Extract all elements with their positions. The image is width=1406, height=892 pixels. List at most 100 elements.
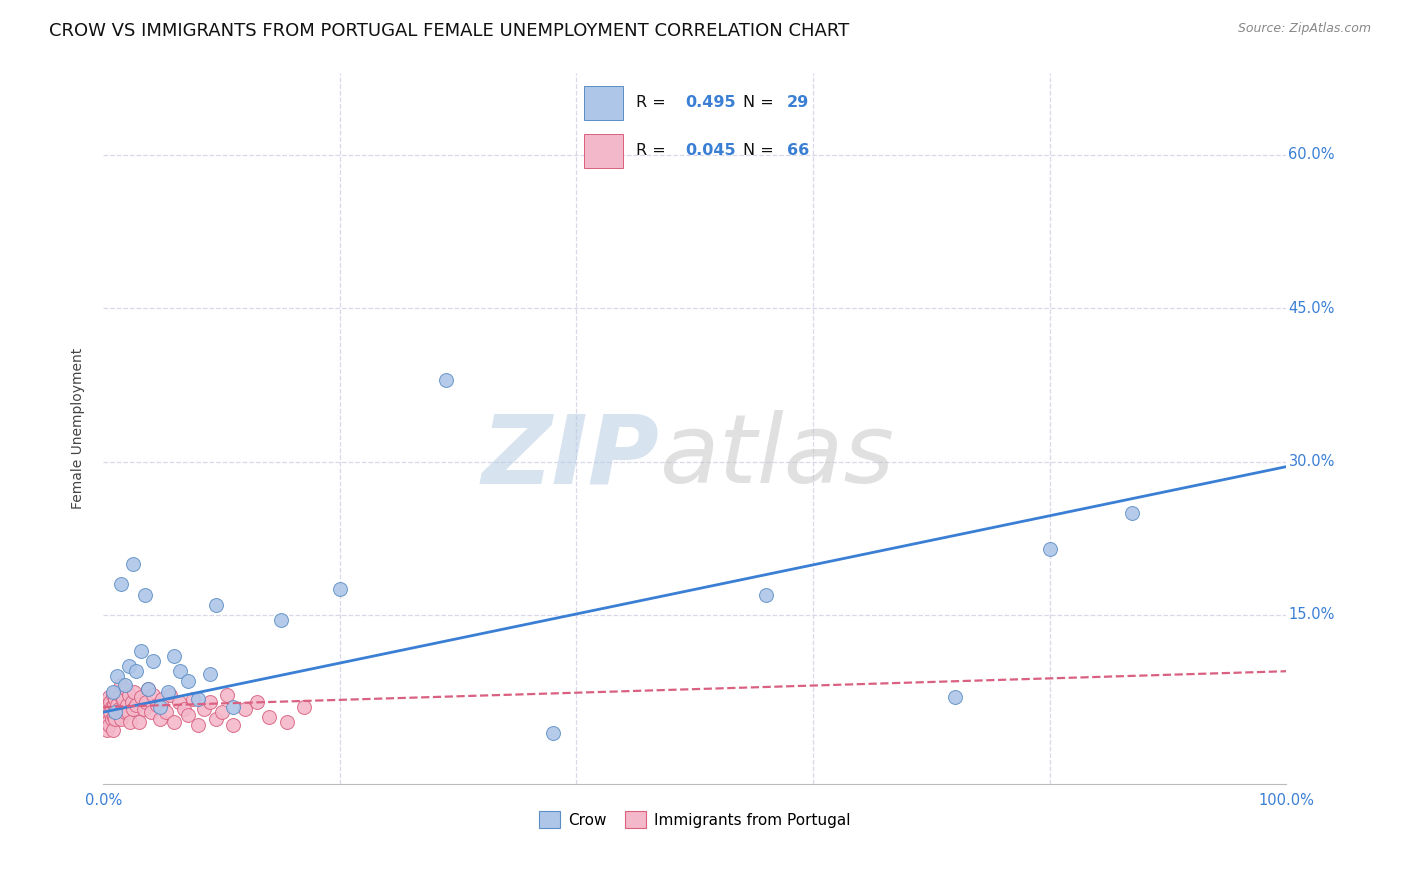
Point bbox=[177, 708, 200, 723]
Point bbox=[204, 712, 226, 726]
Text: 0.045: 0.045 bbox=[686, 144, 737, 158]
Point bbox=[101, 684, 124, 698]
Point bbox=[115, 698, 138, 712]
Text: atlas: atlas bbox=[659, 410, 894, 503]
Point bbox=[117, 705, 139, 719]
Text: N =: N = bbox=[742, 95, 779, 110]
Text: 15.0%: 15.0% bbox=[1288, 607, 1334, 623]
Point bbox=[118, 688, 141, 702]
Point bbox=[118, 659, 141, 673]
Point bbox=[114, 677, 136, 691]
Text: 60.0%: 60.0% bbox=[1288, 147, 1334, 162]
Point bbox=[149, 700, 172, 714]
Point bbox=[108, 688, 131, 702]
Point bbox=[100, 700, 122, 714]
Point bbox=[142, 688, 165, 702]
Text: 0.495: 0.495 bbox=[686, 95, 737, 110]
Point bbox=[100, 695, 122, 709]
Text: 30.0%: 30.0% bbox=[1288, 454, 1334, 469]
Point bbox=[329, 582, 352, 597]
Point bbox=[246, 695, 269, 709]
Point bbox=[222, 718, 245, 732]
Point bbox=[541, 725, 564, 739]
Point bbox=[97, 705, 120, 719]
Point bbox=[943, 690, 966, 704]
Text: 29: 29 bbox=[787, 95, 810, 110]
Point bbox=[222, 700, 245, 714]
Point bbox=[97, 715, 120, 730]
Point bbox=[101, 688, 124, 702]
Text: CROW VS IMMIGRANTS FROM PORTUGAL FEMALE UNEMPLOYMENT CORRELATION CHART: CROW VS IMMIGRANTS FROM PORTUGAL FEMALE … bbox=[49, 22, 849, 40]
Point bbox=[292, 700, 315, 714]
Point bbox=[110, 712, 132, 726]
Point bbox=[173, 702, 195, 716]
Text: N =: N = bbox=[742, 144, 779, 158]
Point bbox=[93, 705, 115, 719]
Point bbox=[1038, 541, 1060, 556]
Text: 45.0%: 45.0% bbox=[1288, 301, 1334, 316]
Point bbox=[136, 681, 159, 696]
Point bbox=[204, 598, 226, 612]
Point bbox=[125, 664, 148, 678]
Point bbox=[163, 648, 186, 663]
Point bbox=[152, 691, 174, 706]
Point bbox=[103, 710, 125, 724]
Point bbox=[434, 373, 457, 387]
Point bbox=[107, 702, 129, 716]
Point bbox=[100, 705, 122, 719]
Point bbox=[136, 681, 159, 696]
Point bbox=[94, 712, 117, 726]
Point bbox=[187, 691, 209, 706]
Point bbox=[159, 688, 181, 702]
Point bbox=[142, 654, 165, 668]
Point bbox=[217, 688, 239, 702]
Point bbox=[122, 684, 145, 698]
FancyBboxPatch shape bbox=[585, 87, 623, 120]
Point bbox=[198, 667, 221, 681]
Point bbox=[104, 691, 127, 706]
Point bbox=[1121, 506, 1143, 520]
Point bbox=[145, 698, 167, 712]
Point bbox=[163, 715, 186, 730]
Point bbox=[132, 702, 155, 716]
Point bbox=[104, 705, 127, 719]
Point bbox=[100, 712, 122, 726]
Point bbox=[110, 677, 132, 691]
Point bbox=[128, 715, 150, 730]
Point bbox=[181, 691, 204, 706]
FancyBboxPatch shape bbox=[585, 135, 623, 168]
Point bbox=[101, 723, 124, 737]
Point bbox=[104, 712, 127, 726]
Point bbox=[149, 712, 172, 726]
Point bbox=[129, 644, 152, 658]
Point bbox=[120, 715, 142, 730]
Text: ZIP: ZIP bbox=[481, 410, 659, 503]
Point bbox=[139, 705, 162, 719]
Point bbox=[121, 695, 143, 709]
Point bbox=[193, 702, 215, 716]
Text: R =: R = bbox=[637, 144, 671, 158]
Point bbox=[125, 698, 148, 712]
Point bbox=[233, 702, 256, 716]
Y-axis label: Female Unemployment: Female Unemployment bbox=[72, 348, 86, 509]
Point bbox=[112, 691, 135, 706]
Text: R =: R = bbox=[637, 95, 671, 110]
Point bbox=[177, 674, 200, 689]
Point bbox=[270, 613, 292, 627]
Legend: Crow, Immigrants from Portugal: Crow, Immigrants from Portugal bbox=[533, 805, 856, 834]
Point bbox=[129, 690, 152, 704]
Point bbox=[114, 681, 136, 696]
Point bbox=[96, 723, 118, 737]
Point bbox=[98, 690, 121, 704]
Point bbox=[167, 695, 190, 709]
Point bbox=[169, 664, 191, 678]
Point bbox=[107, 669, 129, 683]
Point bbox=[114, 705, 136, 719]
Point bbox=[155, 705, 177, 719]
Text: 66: 66 bbox=[787, 144, 810, 158]
Point bbox=[96, 698, 118, 712]
Point bbox=[110, 577, 132, 591]
Point bbox=[105, 705, 128, 719]
Point bbox=[121, 557, 143, 571]
Point bbox=[211, 705, 233, 719]
